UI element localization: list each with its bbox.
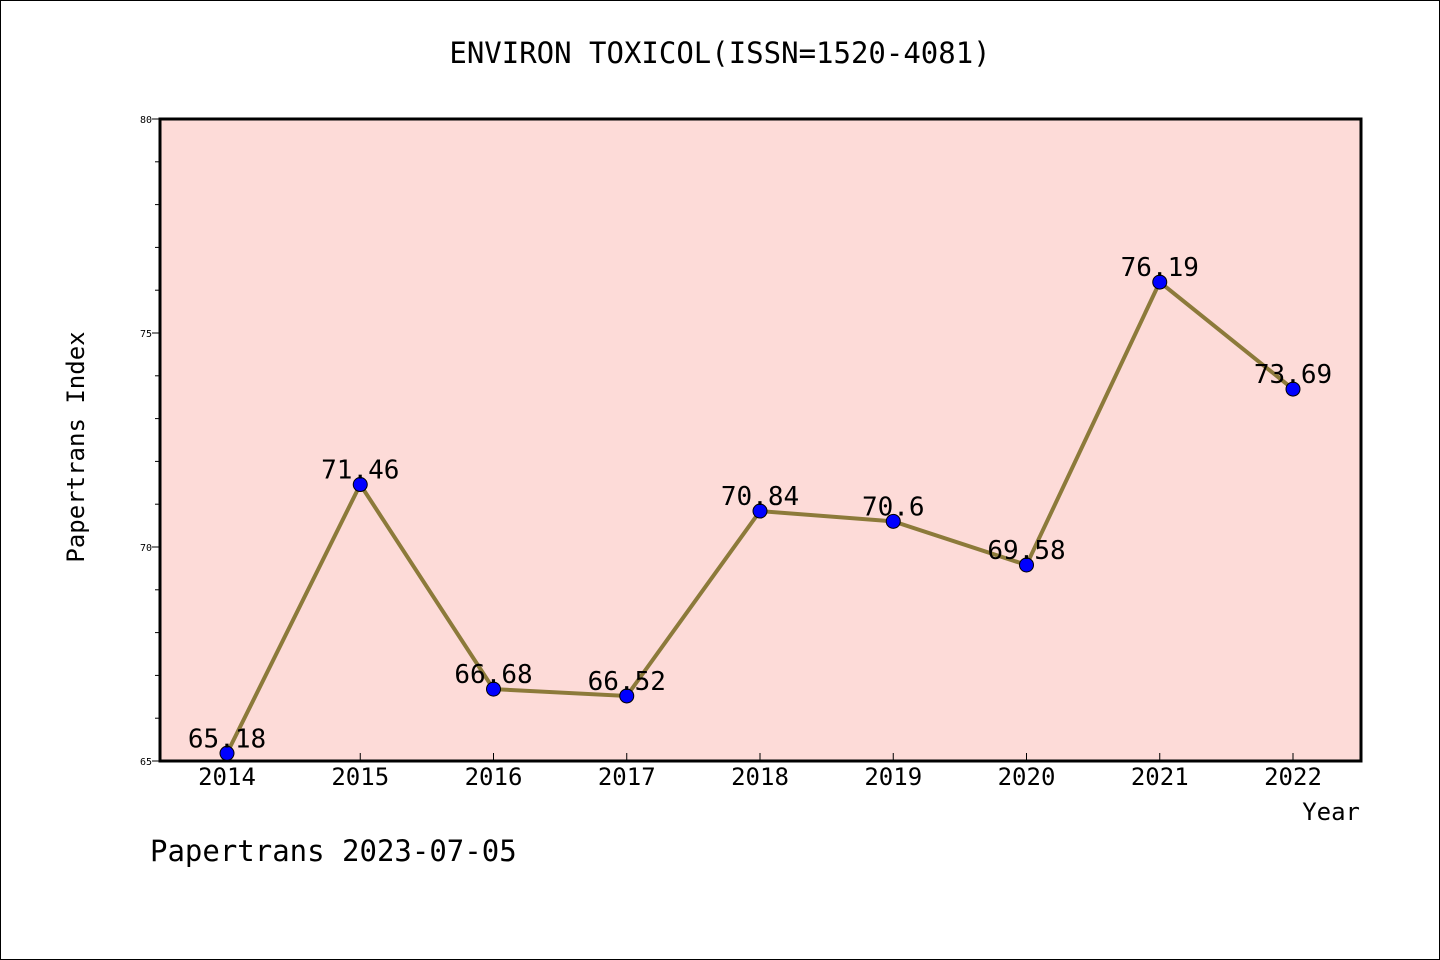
x-tick-label: 2016 (465, 763, 523, 791)
data-label: 66.52 (588, 667, 666, 697)
data-point (219, 745, 235, 761)
data-point (486, 681, 501, 697)
x-tick-label: 2017 (598, 763, 656, 791)
plot-area (158, 117, 1363, 763)
x-tick-label: 2014 (198, 763, 256, 791)
data-point (352, 477, 368, 493)
x-axis: 2014 2015 2016 2017 2018 2019 2020 2021 2022 (198, 753, 1322, 791)
data-label: 76.19 (1121, 253, 1199, 283)
data-point (1019, 557, 1034, 573)
data-point (752, 503, 768, 519)
data-label: 65.18 (188, 724, 266, 754)
data-point (885, 513, 901, 529)
data-label: 71.46 (321, 456, 399, 486)
footer-date: Papertrans 2023-07-05 (150, 834, 517, 868)
y-tick-label: 70 (140, 543, 152, 554)
x-tick-label: 2020 (998, 763, 1056, 791)
x-tick-label: 2021 (1131, 763, 1189, 791)
y-tick-label: 80 (140, 115, 152, 126)
data-label: 73.69 (1254, 360, 1332, 390)
data-point (1285, 381, 1301, 397)
y-tick-label: 65 (140, 757, 152, 768)
data-label: 69.58 (987, 536, 1065, 566)
data-labels: 65.18 71.46 66.68 66.52 70.84 70.6 69.58 76.19 7… (188, 253, 1332, 754)
data-label: 66.68 (454, 660, 532, 690)
data-label: 70.84 (721, 482, 799, 512)
x-tick-label: 2022 (1264, 763, 1322, 791)
y-axis: 65 70 75 80 (140, 115, 160, 768)
x-tick-label: 2015 (331, 763, 389, 791)
data-markers (219, 274, 1301, 761)
y-tick-label: 75 (140, 329, 152, 340)
x-tick-label: 2019 (864, 763, 922, 791)
data-point (1152, 274, 1168, 290)
data-label: 70.6 (862, 492, 925, 522)
data-point (619, 688, 635, 704)
x-axis-label: Year (1302, 798, 1360, 826)
chart-title: ENVIRON TOXICOL(ISSN=1520-4081) (449, 36, 991, 70)
x-tick-label: 2018 (731, 763, 789, 791)
y-axis-label: Papertrans Index (62, 331, 90, 562)
